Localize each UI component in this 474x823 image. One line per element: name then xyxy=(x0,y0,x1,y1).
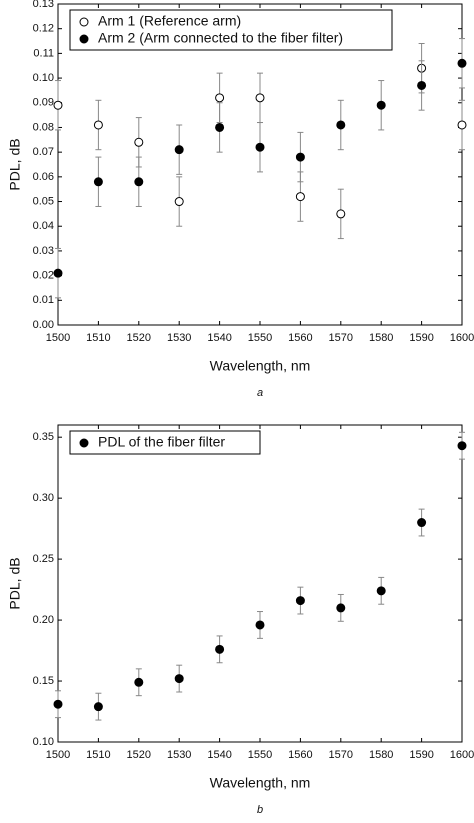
x-tick-label: 1520 xyxy=(127,332,151,344)
x-tick-label: 1500 xyxy=(46,749,70,761)
y-tick-label: 0.35 xyxy=(33,431,54,443)
data-point xyxy=(376,100,386,110)
y-tick-label: 0.06 xyxy=(33,171,54,183)
x-tick-label: 1550 xyxy=(248,332,272,344)
y-tick-label: 0.01 xyxy=(33,294,54,306)
data-point xyxy=(255,620,265,630)
data-point xyxy=(93,702,103,712)
y-tick-label: 0.10 xyxy=(33,736,54,748)
x-tick-label: 1560 xyxy=(288,749,312,761)
y-tick-label: 0.20 xyxy=(33,614,54,626)
y-tick-label: 0.08 xyxy=(33,121,54,133)
x-tick-label: 1590 xyxy=(409,749,433,761)
data-point xyxy=(134,177,144,187)
y-tick-label: 0.11 xyxy=(33,47,54,59)
data-point xyxy=(295,152,305,162)
x-axis-label: Wavelength, nm xyxy=(210,358,311,374)
data-point xyxy=(134,677,144,687)
x-tick-label: 1530 xyxy=(167,332,191,344)
x-axis-label: Wavelength, nm xyxy=(210,775,311,791)
data-point xyxy=(53,699,63,709)
y-tick-label: 0.13 xyxy=(33,0,54,10)
x-tick-label: 1600 xyxy=(450,332,474,344)
data-point xyxy=(417,80,427,90)
data-point xyxy=(457,441,467,451)
y-tick-label: 0.00 xyxy=(33,319,54,331)
x-tick-label: 1580 xyxy=(369,749,393,761)
caption: a xyxy=(257,387,263,399)
y-tick-label: 0.09 xyxy=(33,97,54,109)
data-point xyxy=(336,603,346,613)
data-point xyxy=(255,93,265,103)
data-point xyxy=(93,120,103,130)
x-tick-label: 1550 xyxy=(248,749,272,761)
data-point xyxy=(336,120,346,130)
y-tick-label: 0.12 xyxy=(33,23,54,35)
x-tick-label: 1500 xyxy=(46,332,70,344)
y-tick-label: 0.03 xyxy=(33,245,54,257)
data-point xyxy=(336,209,346,219)
data-point xyxy=(215,122,225,132)
data-point xyxy=(93,177,103,187)
data-point xyxy=(255,142,265,152)
x-tick-label: 1510 xyxy=(86,749,110,761)
x-tick-label: 1530 xyxy=(167,749,191,761)
data-point xyxy=(134,137,144,147)
x-tick-label: 1560 xyxy=(288,332,312,344)
data-point xyxy=(457,120,467,130)
data-point xyxy=(215,93,225,103)
legend-marker xyxy=(79,17,89,27)
plot-frame xyxy=(57,424,463,743)
caption: b xyxy=(257,804,263,816)
data-point xyxy=(174,674,184,684)
legend-label: Arm 2 (Arm connected to the fiber filter… xyxy=(98,30,343,46)
y-tick-label: 0.05 xyxy=(33,195,54,207)
x-tick-label: 1540 xyxy=(207,749,231,761)
x-tick-label: 1580 xyxy=(369,332,393,344)
y-tick-label: 0.15 xyxy=(33,675,54,687)
data-point xyxy=(295,596,305,606)
x-tick-label: 1570 xyxy=(329,749,353,761)
y-tick-label: 0.02 xyxy=(33,270,54,282)
x-tick-label: 1570 xyxy=(329,332,353,344)
legend-label: Arm 1 (Reference arm) xyxy=(98,13,241,29)
y-tick-label: 0.25 xyxy=(33,553,54,565)
x-tick-label: 1540 xyxy=(207,332,231,344)
legend-marker xyxy=(79,438,89,448)
x-tick-label: 1600 xyxy=(450,749,474,761)
legend-box xyxy=(69,430,261,455)
legend-box xyxy=(69,9,393,51)
y-axis-label: PDL, dB xyxy=(7,138,23,190)
y-tick-label: 0.30 xyxy=(33,492,54,504)
data-point xyxy=(53,100,63,110)
data-point xyxy=(295,192,305,202)
data-point xyxy=(174,197,184,207)
data-point xyxy=(174,145,184,155)
x-tick-label: 1590 xyxy=(409,332,433,344)
data-point xyxy=(457,58,467,68)
data-point xyxy=(417,518,427,528)
y-axis-label: PDL, dB xyxy=(7,557,23,609)
data-point xyxy=(376,586,386,596)
y-tick-label: 0.10 xyxy=(33,72,54,84)
y-tick-label: 0.07 xyxy=(33,146,54,158)
data-point xyxy=(53,268,63,278)
x-tick-label: 1510 xyxy=(86,332,110,344)
y-tick-label: 0.04 xyxy=(33,220,54,232)
data-point xyxy=(215,644,225,654)
x-tick-label: 1520 xyxy=(127,749,151,761)
legend-label: PDL of the fiber filter xyxy=(98,434,225,450)
legend-marker xyxy=(79,34,89,44)
